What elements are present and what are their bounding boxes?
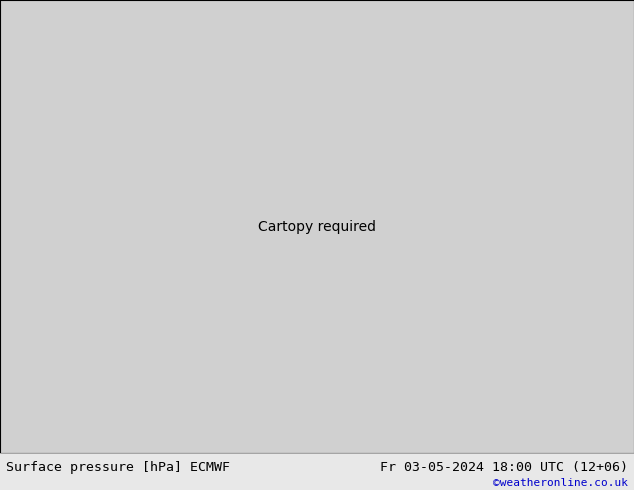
Text: Surface pressure [hPa] ECMWF: Surface pressure [hPa] ECMWF <box>6 461 230 474</box>
Text: Fr 03-05-2024 18:00 UTC (12+06): Fr 03-05-2024 18:00 UTC (12+06) <box>380 461 628 474</box>
Text: ©weatheronline.co.uk: ©weatheronline.co.uk <box>493 478 628 489</box>
Text: Cartopy required: Cartopy required <box>258 220 376 234</box>
